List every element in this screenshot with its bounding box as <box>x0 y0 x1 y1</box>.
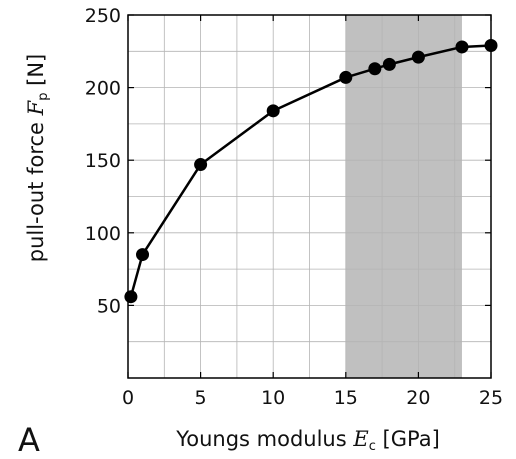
y-tick-label: 150 <box>85 150 121 172</box>
x-tick-label: 10 <box>261 387 285 409</box>
data-point <box>455 40 469 54</box>
data-point <box>411 50 425 64</box>
y-tick-label: 50 <box>97 295 121 317</box>
tick-marks <box>127 14 492 378</box>
data-point <box>382 57 396 71</box>
data-point <box>266 104 280 118</box>
series-line <box>129 44 492 298</box>
x-tick-label: 25 <box>479 387 503 409</box>
data-point <box>124 290 138 304</box>
y-tick-label: 250 <box>85 5 121 27</box>
x-tick-labels: 0 5 10 15 20 25 <box>122 387 503 409</box>
data-point <box>194 158 208 172</box>
x-tick-label: 5 <box>195 387 207 409</box>
y-tick-labels: 50 100 150 200 250 <box>85 5 121 317</box>
x-axis-label: Youngs modulus Ec [GPa] <box>175 427 440 454</box>
y-axis-label: pull-out force Fp [N] <box>24 54 51 263</box>
x-tick-label: 15 <box>334 387 358 409</box>
data-point <box>339 70 353 84</box>
data-points <box>124 38 498 304</box>
data-point <box>368 62 382 76</box>
plot-frame <box>127 14 492 379</box>
x-tick-label: 0 <box>122 387 134 409</box>
y-tick-label: 200 <box>85 78 121 100</box>
data-point <box>484 38 498 52</box>
x-tick-label: 20 <box>406 387 430 409</box>
y-tick-label: 100 <box>85 223 121 245</box>
data-point <box>136 248 150 262</box>
panel-label: A <box>18 421 40 459</box>
